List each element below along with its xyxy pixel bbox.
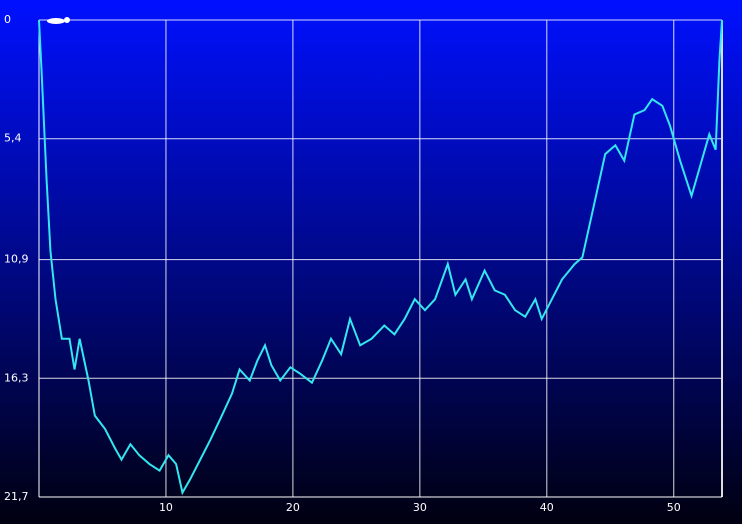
y-tick-label: 16,3 [4, 371, 29, 384]
x-tick-label: 30 [413, 501, 427, 514]
y-tick-label: 10,9 [4, 253, 29, 266]
y-tick-label: 5,4 [4, 132, 22, 145]
x-tick-label: 50 [667, 501, 681, 514]
x-tick-label: 40 [540, 501, 554, 514]
y-tick-label: 21,7 [4, 490, 29, 503]
x-tick-label: 20 [286, 501, 300, 514]
y-tick-label: 0 [4, 13, 11, 26]
depth-line [38, 19, 723, 496]
x-tick-label: 10 [159, 501, 173, 514]
